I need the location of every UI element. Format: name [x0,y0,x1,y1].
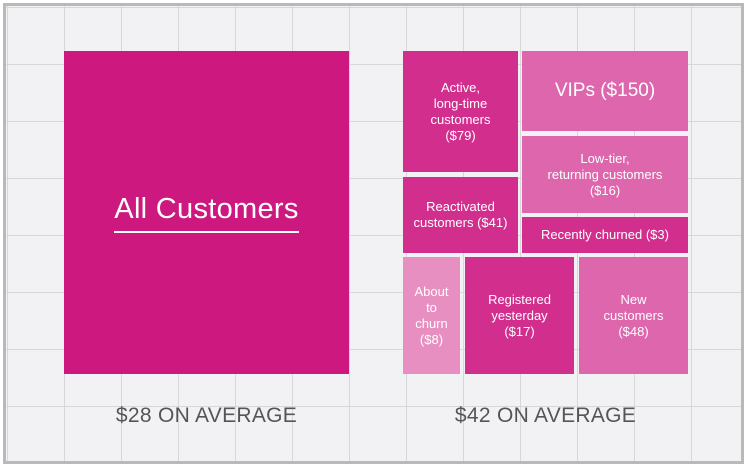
segment-recently-churned: Recently churned ($3) [522,217,688,253]
segment-low-tier-returning: Low-tier, returning customers ($16) [522,136,688,213]
segment-new-customers: New customers ($48) [579,257,688,374]
segment-vips: VIPs ($150) [522,51,688,131]
all-customers-block: All Customers [64,51,349,374]
all-customers-average: $28 ON AVERAGE [115,404,298,427]
segment-about-to-churn: About to churn ($8) [403,257,460,374]
customer-segments-diagram: All Customers Active, long-time customer… [3,3,744,464]
segment-registered-yesterday: Registered yesterday ($17) [465,257,574,374]
segment-active-long-time: Active, long-time customers ($79) [403,51,518,172]
segment-reactivated: Reactivated customers ($41) [403,177,518,253]
segments-average: $42 ON AVERAGE [454,404,637,427]
all-customers-label: All Customers [114,193,299,233]
